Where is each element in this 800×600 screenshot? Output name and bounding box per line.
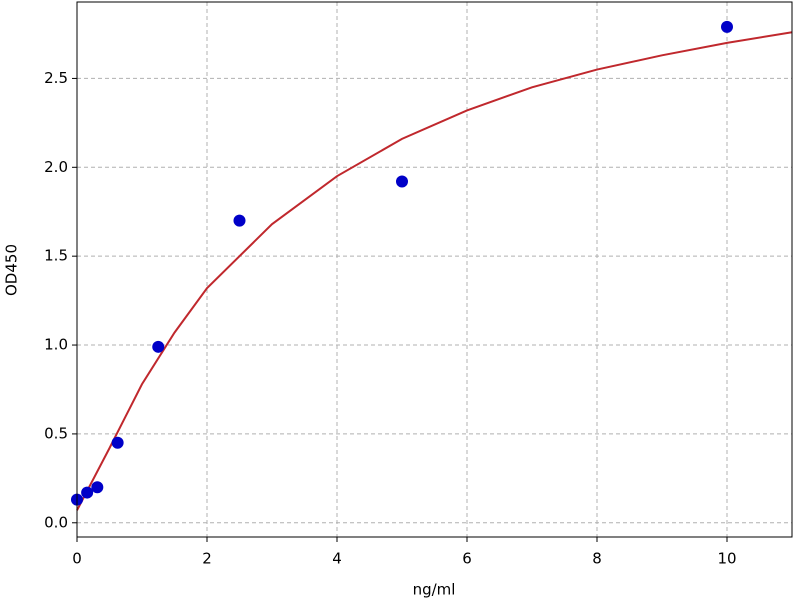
y-axis-label: OD450 (3, 244, 21, 296)
y-tick-label: 2.5 (44, 69, 68, 87)
x-tick-label: 4 (332, 550, 342, 568)
data-point (152, 340, 165, 353)
data-point (721, 20, 733, 33)
x-tick-label: 10 (717, 550, 736, 568)
data-point (81, 486, 94, 499)
y-tick-label: 1.0 (44, 336, 68, 354)
x-tick-label: 6 (462, 550, 472, 568)
y-tick-label: 2.0 (44, 158, 68, 176)
x-tick-label: 0 (72, 550, 82, 568)
x-tick-label: 2 (202, 550, 212, 568)
y-tick-label: 0.5 (44, 424, 68, 442)
y-tick-label: 0.0 (44, 513, 68, 531)
x-axis-label: ng/ml (413, 581, 456, 599)
fit-curve (76, 31, 793, 511)
data-point (233, 214, 246, 227)
y-tick-label: 1.5 (44, 247, 68, 265)
data-point (111, 436, 124, 449)
data-point (396, 175, 408, 188)
x-tick-label: 8 (592, 550, 602, 568)
data-point (91, 481, 104, 494)
plot-frame (76, 1, 793, 538)
